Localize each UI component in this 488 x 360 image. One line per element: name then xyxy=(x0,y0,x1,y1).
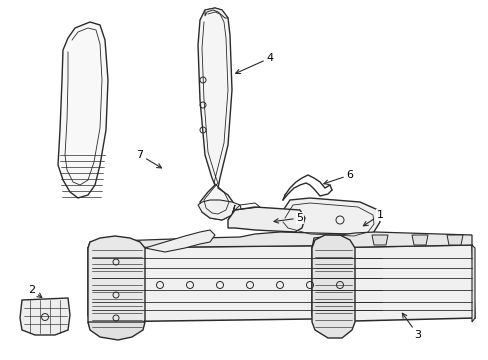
Polygon shape xyxy=(371,235,387,245)
Polygon shape xyxy=(88,236,145,338)
Polygon shape xyxy=(311,245,474,322)
Polygon shape xyxy=(20,298,70,335)
Polygon shape xyxy=(204,8,227,18)
Polygon shape xyxy=(88,232,384,248)
Text: 2: 2 xyxy=(28,285,42,298)
Polygon shape xyxy=(446,235,462,245)
Text: 7: 7 xyxy=(136,150,161,168)
Polygon shape xyxy=(145,230,215,252)
Polygon shape xyxy=(198,200,242,220)
Polygon shape xyxy=(311,235,354,338)
Polygon shape xyxy=(88,322,145,340)
Polygon shape xyxy=(227,207,305,232)
Polygon shape xyxy=(311,232,471,248)
Polygon shape xyxy=(471,245,474,322)
Text: 1: 1 xyxy=(363,210,383,226)
Polygon shape xyxy=(278,198,379,240)
Text: 3: 3 xyxy=(402,313,421,340)
Polygon shape xyxy=(411,235,427,245)
Text: 6: 6 xyxy=(323,170,353,184)
Text: 5: 5 xyxy=(273,213,303,223)
Polygon shape xyxy=(198,8,235,220)
Text: 4: 4 xyxy=(235,53,273,73)
Polygon shape xyxy=(58,22,108,198)
Polygon shape xyxy=(88,245,384,322)
